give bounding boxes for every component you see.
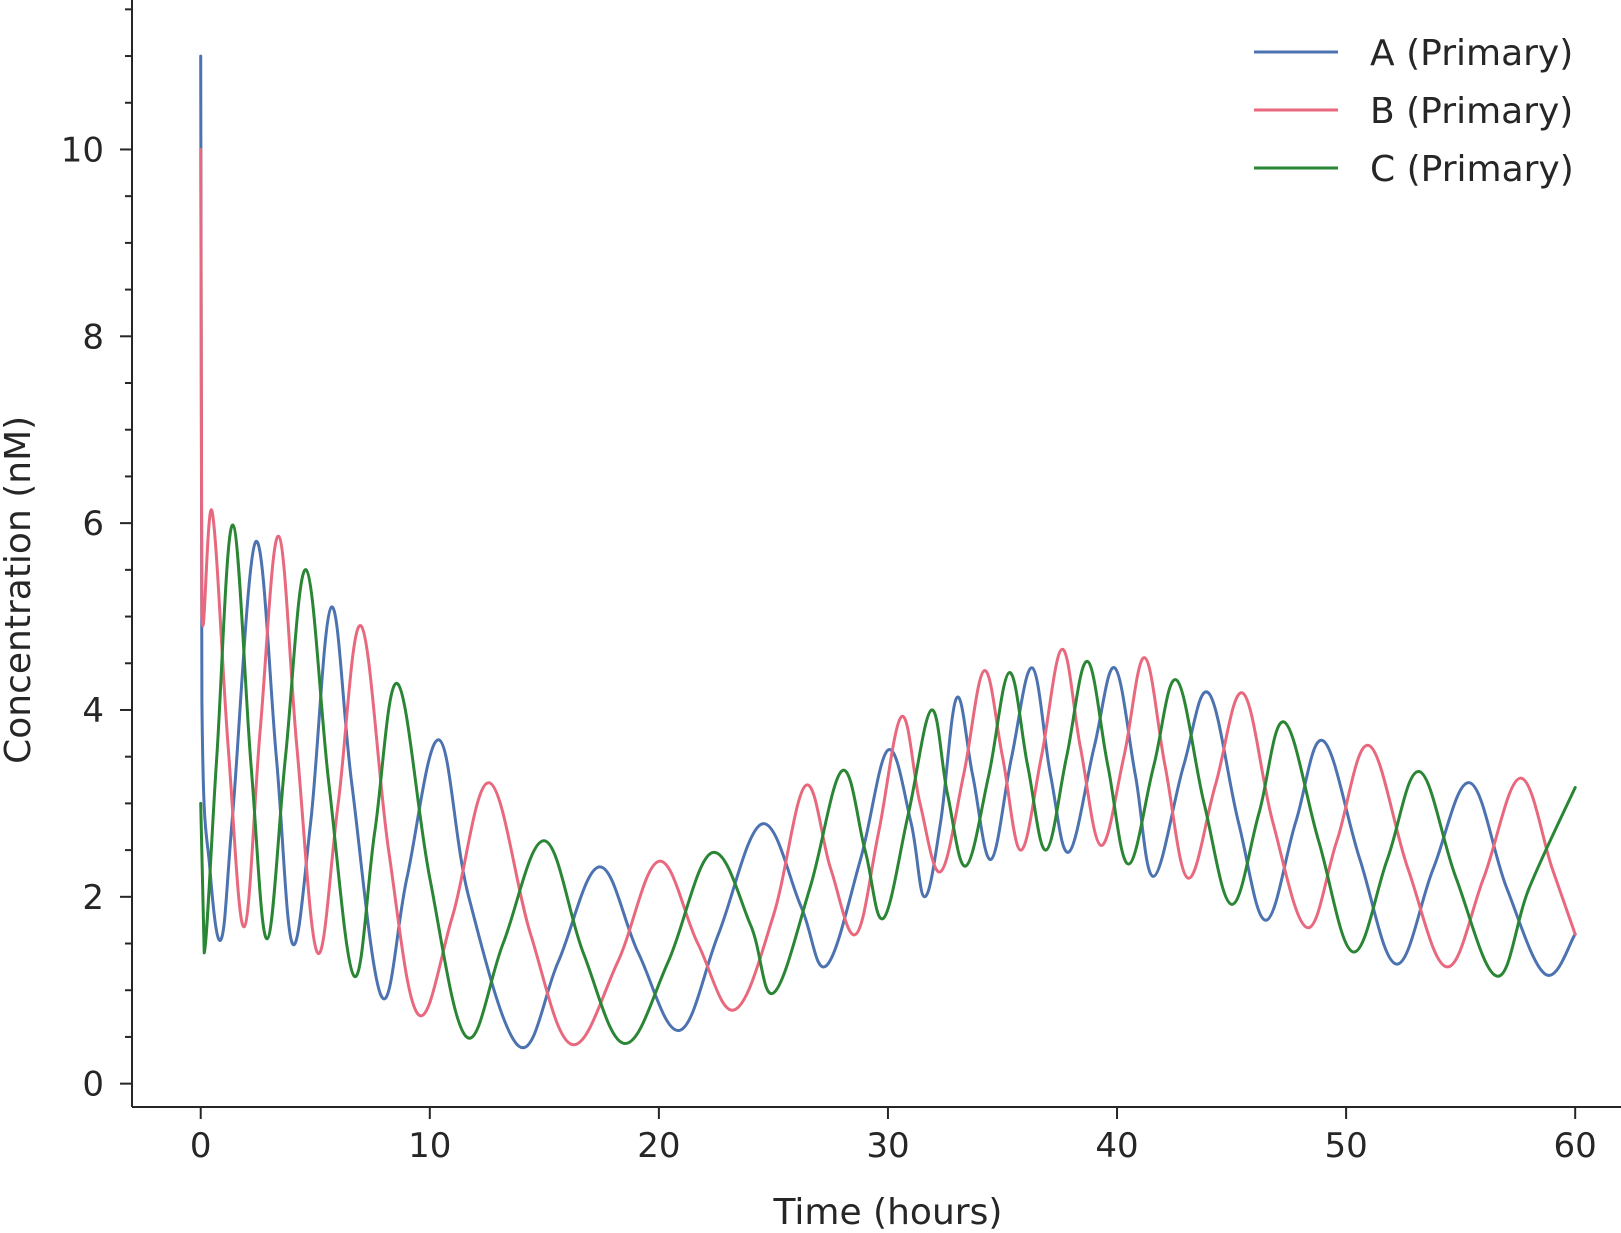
x-tick-label: 60 (1554, 1126, 1597, 1166)
x-tick-label: 30 (866, 1126, 909, 1166)
y-tick-label: 8 (82, 317, 104, 357)
y-axis-label: Concentration (nM) (0, 416, 39, 764)
x-tick-label: 50 (1324, 1126, 1367, 1166)
y-tick-label: 6 (82, 504, 104, 544)
legend-label: A (Primary) (1370, 33, 1573, 74)
y-tick-label: 2 (82, 878, 104, 918)
legend: A (Primary) B (Primary) C (Primary) (1254, 33, 1574, 190)
x-tick-label: 20 (637, 1126, 680, 1166)
legend-label: B (Primary) (1370, 91, 1573, 132)
series-line-a (199, 54, 1577, 1050)
series-line-b (199, 148, 1577, 1046)
chart-axes: 0 10 20 30 40 50 60 0 2 4 6 8 10 (61, 0, 1621, 1166)
y-tick-label: 10 (61, 130, 104, 170)
y-tick-label: 4 (82, 691, 104, 731)
series-line-c (199, 523, 1577, 1045)
series-layer (199, 54, 1577, 1050)
x-tick-label: 10 (408, 1126, 451, 1166)
legend-label: C (Primary) (1370, 149, 1574, 190)
y-tick-label: 0 (82, 1065, 104, 1105)
x-tick-label: 40 (1095, 1126, 1138, 1166)
x-tick-label: 0 (190, 1126, 212, 1166)
x-axis-label: Time (hours) (773, 1192, 1003, 1233)
